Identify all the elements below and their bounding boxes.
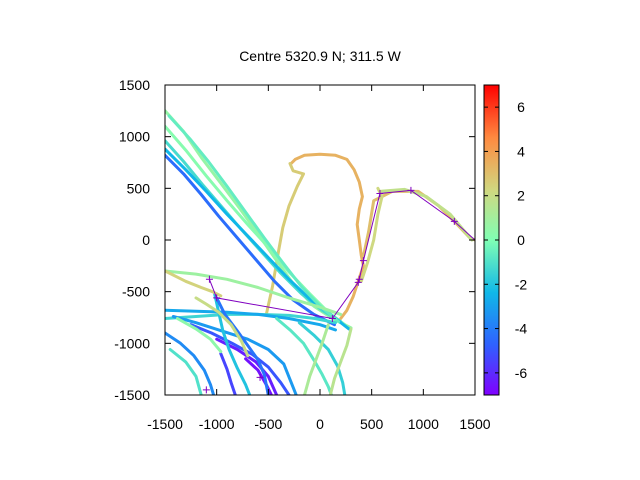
route-marker-3: [202, 386, 210, 394]
colorbar-tick-label: -2: [515, 276, 528, 292]
track-26: [303, 323, 330, 395]
track-15: [171, 315, 298, 395]
colorbar-axis: 6 4 2 0 -2 -4 -6: [484, 99, 527, 381]
y-tick-label: -1500: [114, 387, 150, 403]
colorbar-tick-label: 0: [517, 232, 525, 248]
track-4: [378, 187, 474, 242]
y-tick-label: 1000: [119, 129, 150, 145]
track-24: [275, 317, 333, 395]
route-marker-1: [205, 275, 213, 283]
route-marker-7: [355, 275, 363, 283]
route-marker-2: [213, 294, 221, 302]
colorbar-tick-label: -4: [515, 321, 528, 337]
track-14: [165, 308, 337, 332]
route-marker-9: [376, 190, 384, 197]
route-marker-6: [354, 278, 362, 286]
chart-title: Centre 5320.9 N; 311.5 W: [239, 48, 401, 64]
colorbar-tick-label: 4: [517, 143, 525, 159]
y-tick-label: -500: [122, 284, 150, 300]
y-tick-label: 1500: [119, 77, 150, 93]
route-marker-5: [328, 315, 336, 323]
colorbar-tick-label: 6: [517, 99, 525, 115]
x-tick-label: 0: [316, 416, 324, 432]
track-28: [194, 296, 250, 358]
track-27: [328, 327, 353, 395]
track-25: [297, 321, 347, 395]
route-marker-8: [359, 257, 367, 265]
track-29: [175, 317, 223, 354]
route-marker-4: [256, 373, 264, 381]
x-tick-label: -500: [254, 416, 282, 432]
route-marker-11: [450, 217, 458, 225]
track-10: [165, 153, 336, 327]
colorbar-tick-label: 2: [517, 188, 525, 204]
y-tick-label: 0: [142, 232, 150, 248]
y-tick-label: -1000: [114, 335, 150, 351]
x-tick-label: 1500: [459, 416, 490, 432]
x-tick-label: -1000: [199, 416, 235, 432]
track-2: [264, 162, 305, 316]
x-tick-label: 1000: [408, 416, 439, 432]
y-axis: 1500 1000 500 0 -500 -1000 -1500: [114, 77, 475, 403]
track-21: [219, 352, 237, 395]
track-19: [165, 331, 216, 395]
x-tick-label: -1500: [147, 416, 183, 432]
route-layer: [202, 186, 475, 394]
route-line: [208, 189, 475, 320]
track-20: [168, 348, 203, 395]
route-marker-10: [407, 186, 415, 194]
colorbar-tick-label: -6: [515, 365, 528, 381]
x-tick-label: 500: [360, 416, 384, 432]
x-axis: -1500 -1000 -500 0 500 1000 1500: [147, 85, 491, 432]
track-layer: [165, 109, 475, 395]
track-9: [165, 147, 351, 331]
track-12: [165, 269, 343, 316]
track-11: [167, 114, 341, 324]
track-23: [215, 296, 270, 395]
y-tick-label: 500: [127, 180, 151, 196]
track-17: [215, 337, 279, 395]
track-5: [359, 186, 384, 283]
